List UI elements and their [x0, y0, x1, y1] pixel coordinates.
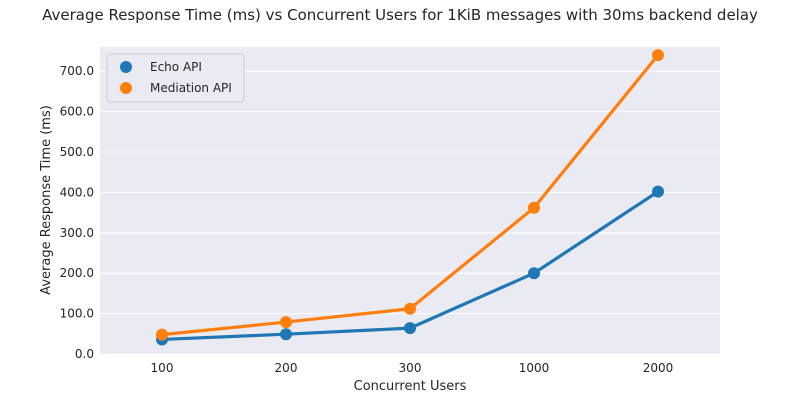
x-tick-label: 200: [275, 361, 298, 375]
series-mediation-api: [156, 49, 664, 341]
data-point-echo-api: [404, 322, 416, 335]
x-axis-label: Concurrent Users: [354, 379, 467, 394]
data-point-echo-api: [280, 328, 292, 341]
x-tick-label: 100: [151, 361, 174, 375]
data-point-mediation-api: [280, 316, 292, 329]
legend: Echo API Mediation API: [106, 53, 245, 103]
x-tick-label: 1000: [519, 361, 550, 375]
data-point-mediation-api: [528, 201, 540, 214]
y-tick-label: 100.0: [60, 307, 94, 321]
legend-marker-echo: [120, 61, 132, 73]
x-axis-ticks: 100 200 300 1000 2000: [151, 361, 674, 375]
y-tick-label: 700.0: [60, 64, 94, 78]
y-tick-label: 200.0: [60, 266, 94, 280]
y-tick-label: 0.0: [75, 347, 94, 361]
y-tick-label: 500.0: [60, 145, 94, 159]
data-point-mediation-api: [404, 302, 416, 315]
y-axis-label: Average Response Time (ms): [39, 105, 54, 295]
y-tick-label: 300.0: [60, 226, 94, 240]
legend-box: [106, 53, 245, 103]
y-tick-label: 400.0: [60, 185, 94, 199]
legend-label-mediation: Mediation API: [150, 81, 232, 95]
data-point-mediation-api: [156, 328, 168, 341]
y-tick-label: 600.0: [60, 105, 94, 119]
data-point-echo-api: [528, 267, 540, 280]
x-tick-label: 300: [399, 361, 422, 375]
legend-marker-mediation: [120, 82, 132, 94]
data-point-mediation-api: [652, 49, 664, 62]
y-axis-ticks: 0.0 100.0 200.0 300.0 400.0 500.0 600.0 700.0: [60, 64, 94, 361]
series-group: [156, 49, 664, 346]
data-point-echo-api: [652, 185, 664, 198]
x-tick-label: 2000: [643, 361, 674, 375]
chart-title: Average Response Time (ms) vs Concurrent…: [42, 6, 758, 24]
legend-label-echo: Echo API: [150, 60, 202, 74]
